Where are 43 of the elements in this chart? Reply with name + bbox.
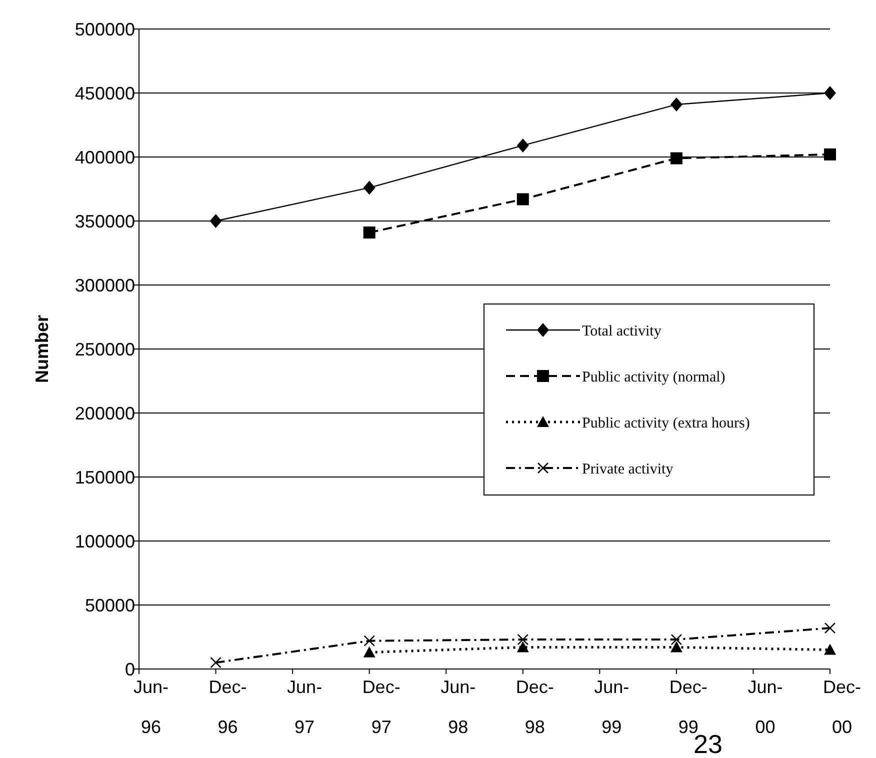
y-tick-label: 500000 [74, 19, 135, 40]
y-tick-label: 300000 [74, 275, 135, 296]
x-tick-label: Jun-97 [287, 677, 322, 737]
point [517, 634, 529, 646]
y-tick-label: 400000 [74, 147, 135, 168]
y-tick-label: 350000 [74, 211, 135, 232]
y-tick-label: 200000 [74, 403, 135, 424]
x-tick-label: Jun-98 [440, 677, 476, 737]
point [210, 214, 222, 228]
x-tick-label: Dec-97 [362, 677, 400, 737]
point [670, 98, 682, 112]
point [210, 656, 222, 668]
x-tick-label: Dec-00 [822, 677, 862, 737]
x-tick-label: Jun-96 [133, 677, 169, 737]
point [824, 644, 836, 655]
x-tick-label: Jun-99 [594, 677, 630, 737]
point [824, 148, 836, 160]
point [824, 86, 836, 100]
point [363, 646, 376, 658]
x-tick-label: Jun-00 [748, 677, 783, 737]
point [670, 634, 682, 646]
legend-label: Public activity (normal) [582, 369, 726, 386]
y-tick-label: 450000 [74, 83, 135, 104]
point [824, 622, 836, 634]
y-tick-label: 100000 [74, 531, 135, 552]
point [516, 193, 529, 206]
y-axis-title: Number [32, 314, 52, 384]
point [670, 152, 682, 164]
point [363, 180, 376, 195]
legend-label: Total activity [582, 323, 662, 340]
y-tick-label: 0 [124, 659, 135, 680]
point [364, 635, 375, 646]
point [516, 138, 529, 152]
point [363, 226, 376, 239]
point [670, 641, 682, 652]
x-tick-label: Dec-96 [208, 677, 247, 737]
legend-label: Public activity (extra hours) [582, 415, 750, 432]
y-tick-label: 50000 [84, 595, 135, 616]
y-tick-label: 150000 [74, 467, 135, 488]
legend-label: Private activity [582, 461, 674, 478]
point [516, 641, 529, 652]
y-tick-label: 250000 [74, 339, 135, 360]
x-tick-label: Dec-98 [516, 677, 554, 737]
